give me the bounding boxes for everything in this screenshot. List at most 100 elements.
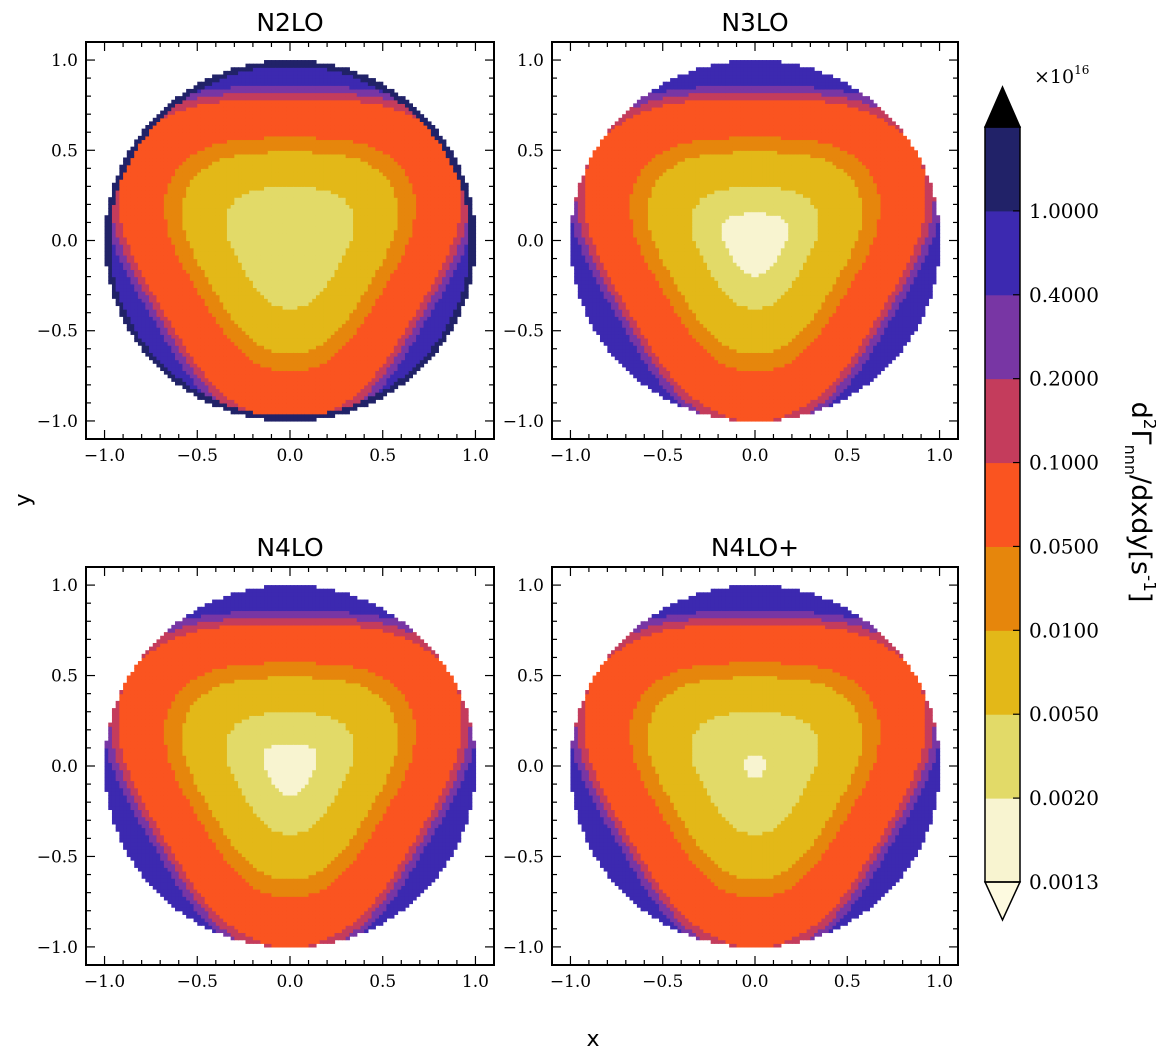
heatmap-cell [323, 272, 328, 278]
heatmap-cell [278, 330, 284, 335]
heatmap-cell [234, 337, 239, 343]
heatmap-cell [308, 143, 313, 148]
heatmap-cell [315, 204, 321, 209]
heatmap-cell [204, 254, 209, 260]
heatmap-cell [182, 135, 187, 141]
heatmap-cell [315, 186, 321, 191]
heatmap-cell [141, 222, 146, 227]
heatmap-cell [315, 309, 321, 314]
heatmap-cell [137, 215, 143, 220]
heatmap-cell [275, 254, 280, 260]
heatmap-cell [297, 399, 302, 404]
heatmap-cell [304, 85, 310, 90]
heatmap-cell [212, 251, 217, 256]
heatmap-cell [271, 153, 276, 159]
heatmap-cell [264, 200, 269, 206]
heatmap-cell [123, 251, 128, 256]
heatmap-cell [111, 265, 117, 270]
heatmap-cell [223, 395, 228, 400]
heatmap-cell [308, 60, 313, 65]
heatmap-cell [197, 132, 202, 137]
heatmap-cell [293, 388, 299, 393]
heatmap-cell [241, 294, 247, 299]
heatmap-cell [297, 402, 302, 408]
heatmap-cell [234, 305, 239, 310]
heatmap-cell [156, 334, 161, 339]
heatmap-cell [208, 301, 213, 307]
heatmap-cell [278, 85, 284, 90]
heatmap-cell [193, 182, 198, 187]
heatmap-cell [182, 189, 187, 195]
heatmap-cell [293, 294, 299, 299]
heatmap-cell [226, 327, 232, 332]
heatmap-cell [152, 327, 158, 332]
heatmap-cell [212, 247, 217, 252]
heatmap-cell [208, 132, 213, 137]
heatmap-cell [160, 236, 165, 242]
heatmap-cell [282, 114, 287, 119]
heatmap-cell [264, 236, 269, 242]
heatmap-cell [264, 92, 269, 97]
heatmap-cell [200, 157, 206, 162]
heatmap-cell [315, 392, 321, 397]
heatmap-cell [286, 258, 291, 263]
heatmap-cell [156, 161, 161, 166]
heatmap-cell [134, 229, 139, 234]
heatmap-cell [256, 193, 261, 198]
heatmap-cell [278, 251, 284, 256]
heatmap-cell [241, 330, 247, 335]
heatmap-cell [223, 197, 228, 202]
heatmap-cell [230, 92, 235, 97]
heatmap-cell [297, 135, 302, 141]
heatmap-cell [123, 208, 128, 213]
heatmap-cell [308, 366, 313, 372]
heatmap-cell [193, 121, 198, 126]
heatmap-cell [293, 341, 299, 346]
heatmap-cell [234, 135, 239, 141]
heatmap-cell [160, 262, 165, 267]
heatmap-cell [319, 413, 324, 418]
heatmap-cell [297, 229, 302, 234]
heatmap-cell [178, 330, 184, 335]
heatmap-cell [275, 384, 280, 390]
heatmap-cell [197, 215, 202, 220]
heatmap-cell [219, 110, 224, 115]
heatmap-cell [130, 287, 135, 292]
heatmap-cell [204, 319, 209, 325]
heatmap-cell [145, 309, 150, 314]
heatmap-cell [208, 161, 213, 166]
heatmap-cell [293, 229, 299, 234]
heatmap-cell [204, 258, 209, 263]
heatmap-cell [290, 161, 295, 166]
heatmap-cell [171, 168, 176, 173]
heatmap-cell [282, 254, 287, 260]
heatmap-cell [278, 370, 284, 375]
heatmap-cell [249, 226, 254, 231]
heatmap-cell [286, 402, 291, 408]
heatmap-cell [319, 352, 324, 357]
heatmap-cell [267, 240, 273, 245]
heatmap-cell [249, 395, 254, 400]
heatmap-cell [156, 182, 161, 187]
heatmap-cell [189, 153, 195, 159]
heatmap-cell [171, 377, 176, 382]
heatmap-cell [130, 161, 135, 166]
heatmap-cell [160, 323, 165, 328]
heatmap-cell [208, 345, 213, 350]
heatmap-cell [193, 139, 198, 144]
heatmap-cell [152, 146, 158, 151]
heatmap-cell [223, 381, 228, 386]
heatmap-cell [167, 254, 172, 260]
heatmap-cell [301, 272, 306, 278]
heatmap-cell [223, 392, 228, 397]
heatmap-cell [134, 197, 139, 202]
heatmap-cell [152, 193, 158, 198]
heatmap-cell [297, 117, 302, 122]
heatmap-cell [215, 294, 221, 299]
heatmap-cell [286, 374, 291, 379]
heatmap-cell [327, 370, 332, 375]
heatmap-cell [238, 96, 243, 101]
heatmap-cell [323, 309, 328, 314]
heatmap-cell [204, 327, 209, 332]
heatmap-cell [175, 211, 180, 216]
